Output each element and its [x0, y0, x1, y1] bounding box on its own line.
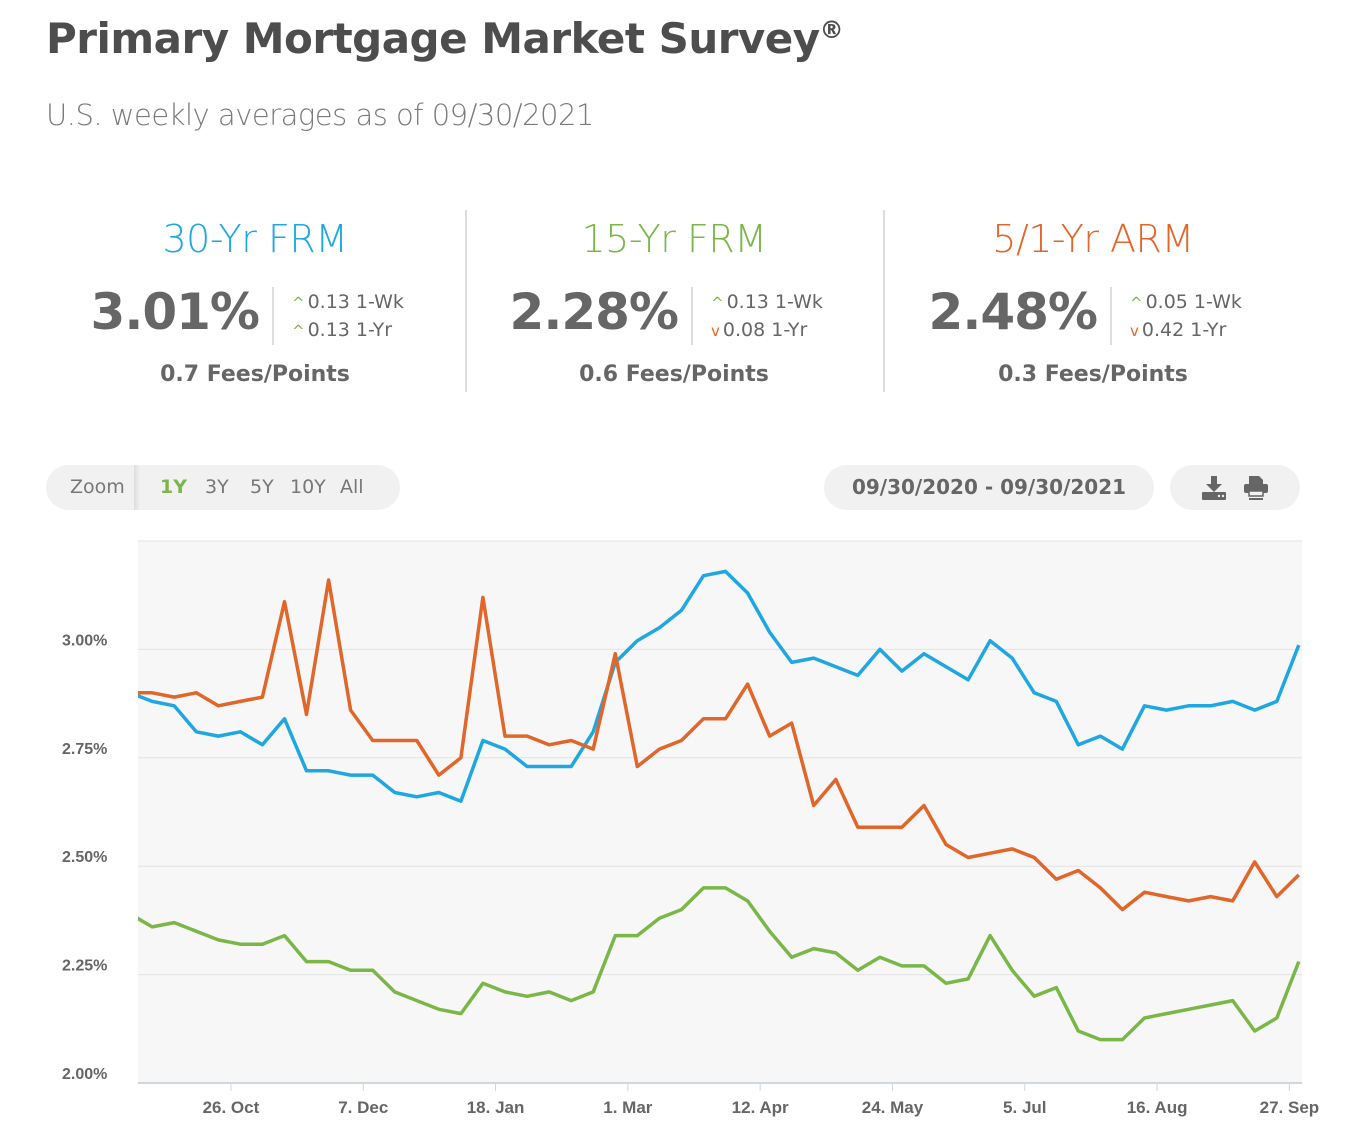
zoom-1y-button[interactable]: 1Y — [160, 476, 187, 498]
yearly-change: v 0.42 1-Yr — [1130, 319, 1226, 341]
zoom-10y-button[interactable]: 10Y — [290, 476, 326, 498]
plot-background — [138, 541, 1302, 1083]
divider — [465, 210, 467, 392]
weekly-change: ^ 0.13 1-Wk — [711, 291, 823, 313]
x-tick-label: 26. Oct — [203, 1098, 260, 1117]
product-label: 15-Yr FRM — [581, 217, 767, 261]
stat-1: 15-Yr FRM 2.28% ^ 0.13 1-Wk v 0.08 1-Yr 0.… — [465, 215, 883, 395]
fees-points: 0.7 Fees/Points — [160, 362, 350, 387]
x-tick-label: 12. Apr — [732, 1098, 789, 1117]
stat-0: 30-Yr FRM 3.01% ^ 0.13 1-Wk ^ 0.13 1-Yr 0.… — [46, 215, 464, 395]
arrow-down-icon: v — [711, 322, 720, 340]
weekly-change: ^ 0.05 1-Wk — [1130, 291, 1242, 313]
chart-tools — [1170, 465, 1300, 510]
page-title: Primary Mortgage Market Survey® — [46, 14, 844, 63]
yearly-change: v 0.08 1-Yr — [711, 319, 807, 341]
stat-separator — [272, 287, 274, 345]
rate-value: 2.48% — [928, 283, 1098, 341]
y-tick-label: 2.00% — [62, 1066, 107, 1083]
series-line-30-yr-frm — [138, 569, 1301, 803]
weekly-change-text: 0.13 1-Wk — [307, 291, 404, 313]
page-subtitle: U.S. weekly averages as of 09/30/2021 — [46, 98, 594, 132]
x-tick-label: 27. Sep — [1260, 1098, 1320, 1117]
x-tick-label: 7. Dec — [338, 1098, 388, 1117]
arrow-up-icon: ^ — [1130, 294, 1143, 312]
x-tick-label: 1. Mar — [603, 1098, 653, 1117]
yearly-change: ^ 0.13 1-Yr — [292, 319, 392, 341]
print-icon[interactable] — [1242, 475, 1270, 501]
x-tick-label: 5. Jul — [1003, 1098, 1046, 1117]
yearly-change-text: 0.08 1-Yr — [722, 319, 808, 341]
fees-points: 0.3 Fees/Points — [998, 362, 1188, 387]
arrow-down-icon: v — [1130, 322, 1139, 340]
title-text: Primary Mortgage Market Survey — [46, 14, 820, 63]
y-tick-label: 2.50% — [62, 849, 107, 866]
weekly-change: ^ 0.13 1-Wk — [292, 291, 404, 313]
fees-points: 0.6 Fees/Points — [579, 362, 769, 387]
date-range-display[interactable]: 09/30/2020 - 09/30/2021 — [824, 465, 1154, 510]
arrow-up-icon: ^ — [292, 322, 305, 340]
download-icon[interactable] — [1200, 475, 1228, 501]
y-tick-label: 3.00% — [62, 632, 107, 649]
zoom-3y-button[interactable]: 3Y — [205, 476, 229, 498]
zoom-5y-button[interactable]: 5Y — [250, 476, 274, 498]
divider — [883, 210, 885, 392]
arrow-up-icon: ^ — [292, 294, 305, 312]
series-line-5-1-yr-arm — [138, 578, 1301, 912]
yearly-change-text: 0.13 1-Yr — [307, 319, 393, 341]
y-tick-label: 2.25% — [62, 958, 107, 975]
stat-separator — [1110, 287, 1112, 345]
zoom-selector: Zoom 1Y 3Y 5Y 10Y All — [46, 465, 400, 510]
y-tick-label: 2.75% — [62, 741, 107, 758]
product-label: 5/1-Yr ARM — [992, 217, 1194, 261]
stat-2: 5/1-Yr ARM 2.48% ^ 0.05 1-Wk v 0.42 1-Yr 0… — [884, 215, 1302, 395]
mortgage-rate-chart: 2.00% 2.25% 2.50% 2.75% 3.00% 26. Oct 7. Dec 18… — [62, 540, 1320, 1117]
zoom-label: Zoom — [70, 476, 125, 498]
zoom-all-button[interactable]: All — [340, 476, 364, 498]
rate-value: 3.01% — [90, 283, 260, 341]
x-tick-label: 16. Aug — [1127, 1098, 1188, 1117]
weekly-change-text: 0.13 1-Wk — [726, 291, 823, 313]
product-label: 30-Yr FRM — [162, 217, 348, 261]
yearly-change-text: 0.42 1-Yr — [1141, 319, 1227, 341]
rate-value: 2.28% — [509, 283, 679, 341]
weekly-change-text: 0.05 1-Wk — [1145, 291, 1242, 313]
registered-mark: ® — [819, 16, 844, 44]
stat-separator — [691, 287, 693, 345]
x-tick-label: 18. Jan — [467, 1098, 525, 1117]
zoom-separator — [134, 465, 140, 510]
x-tick-label: 24. May — [862, 1098, 924, 1117]
arrow-up-icon: ^ — [711, 294, 724, 312]
series-line-15-yr-frm — [138, 886, 1301, 1042]
